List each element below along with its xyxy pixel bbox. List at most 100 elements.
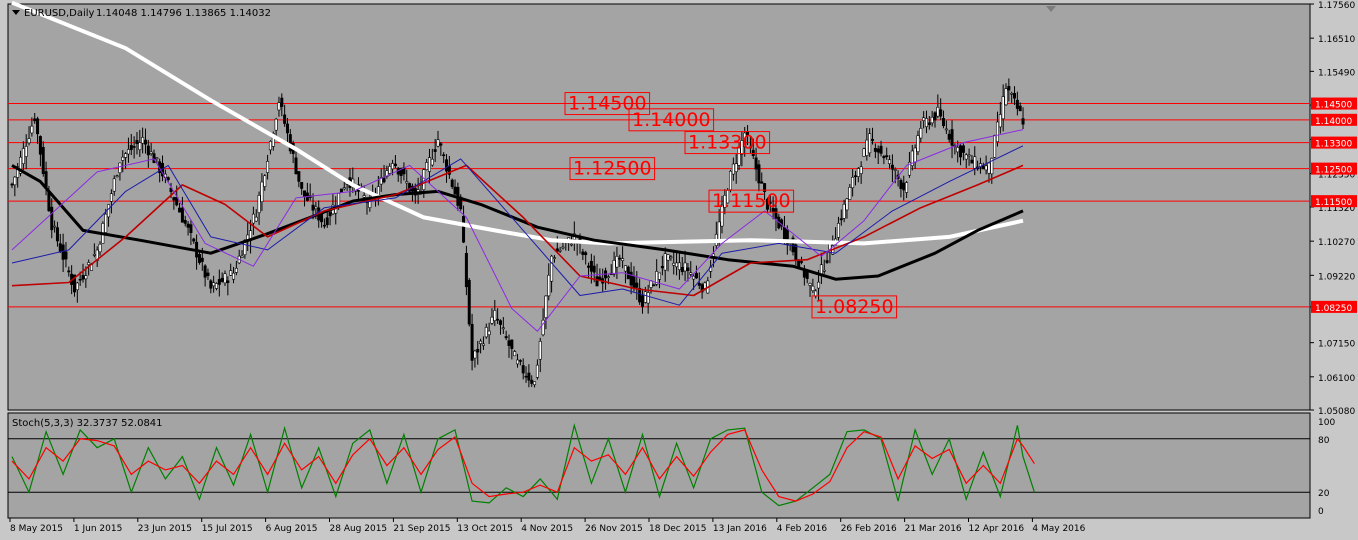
- candle-body[interactable]: [817, 281, 821, 289]
- candle-body[interactable]: [535, 364, 539, 378]
- candle-body[interactable]: [592, 265, 596, 273]
- candle-body[interactable]: [839, 218, 843, 221]
- candle-body[interactable]: [297, 171, 301, 182]
- candle-body[interactable]: [924, 118, 928, 128]
- candle-body[interactable]: [36, 118, 40, 135]
- candle-body[interactable]: [180, 207, 184, 223]
- candle-body[interactable]: [811, 285, 815, 291]
- candle-body[interactable]: [260, 181, 264, 203]
- candle-body[interactable]: [893, 169, 897, 171]
- candle-body[interactable]: [552, 257, 556, 259]
- candle-body[interactable]: [950, 129, 954, 146]
- candle-body[interactable]: [882, 156, 886, 159]
- candle-body[interactable]: [473, 350, 477, 359]
- candle-body[interactable]: [98, 243, 102, 253]
- candle-body[interactable]: [842, 203, 846, 219]
- candle-body[interactable]: [55, 227, 59, 242]
- candle-body[interactable]: [72, 274, 76, 293]
- candle-body[interactable]: [172, 197, 176, 201]
- candle-body[interactable]: [873, 148, 877, 152]
- candle-body[interactable]: [64, 251, 68, 260]
- candle-body[interactable]: [885, 155, 889, 158]
- candle-body[interactable]: [595, 276, 599, 287]
- candle-body[interactable]: [569, 243, 573, 246]
- candle-body[interactable]: [964, 154, 968, 160]
- candle-body[interactable]: [294, 157, 298, 175]
- candle-body[interactable]: [632, 275, 636, 289]
- candle-body[interactable]: [720, 204, 724, 227]
- candle-body[interactable]: [516, 359, 520, 365]
- candle-body[interactable]: [743, 132, 747, 147]
- candle-body[interactable]: [226, 280, 230, 283]
- candle-body[interactable]: [240, 255, 244, 258]
- candle-body[interactable]: [504, 336, 508, 339]
- candle-body[interactable]: [618, 257, 622, 260]
- candle-body[interactable]: [987, 162, 991, 174]
- candle-body[interactable]: [959, 145, 963, 158]
- candle-body[interactable]: [640, 295, 644, 307]
- candle-body[interactable]: [666, 254, 670, 261]
- candle-body[interactable]: [825, 260, 829, 263]
- candle-body[interactable]: [325, 217, 329, 225]
- candle-body[interactable]: [984, 165, 988, 171]
- candle-body[interactable]: [927, 122, 931, 126]
- candle-body[interactable]: [388, 166, 392, 174]
- candle-body[interactable]: [990, 157, 994, 175]
- candle-body[interactable]: [717, 221, 721, 241]
- candle-body[interactable]: [936, 107, 940, 117]
- candle-body[interactable]: [433, 149, 437, 152]
- candle-body[interactable]: [214, 283, 218, 289]
- candle-body[interactable]: [538, 341, 542, 360]
- candle-body[interactable]: [498, 320, 502, 325]
- candle-body[interactable]: [723, 194, 727, 208]
- candle-body[interactable]: [436, 139, 440, 147]
- candle-body[interactable]: [16, 166, 20, 178]
- candle-body[interactable]: [24, 146, 28, 157]
- candle-body[interactable]: [533, 381, 537, 386]
- candle-body[interactable]: [905, 182, 909, 193]
- candle-body[interactable]: [740, 140, 744, 155]
- candle-body[interactable]: [643, 291, 647, 303]
- candle-body[interactable]: [320, 213, 324, 223]
- candle-body[interactable]: [342, 187, 346, 190]
- candle-body[interactable]: [53, 225, 57, 228]
- candle-body[interactable]: [115, 175, 119, 178]
- candle-body[interactable]: [868, 133, 872, 154]
- candle-body[interactable]: [152, 153, 156, 164]
- candle-body[interactable]: [800, 261, 804, 263]
- candle-body[interactable]: [626, 266, 630, 280]
- candle-body[interactable]: [212, 282, 216, 287]
- candle-body[interactable]: [257, 195, 261, 213]
- candle-body[interactable]: [1015, 99, 1019, 109]
- candle-body[interactable]: [856, 168, 860, 177]
- candle-body[interactable]: [853, 175, 857, 177]
- candle-body[interactable]: [382, 177, 386, 183]
- candle-body[interactable]: [655, 271, 659, 285]
- candle-body[interactable]: [689, 272, 693, 275]
- candle-body[interactable]: [922, 117, 926, 121]
- candle-body[interactable]: [791, 237, 795, 253]
- candle-body[interactable]: [487, 330, 491, 336]
- candle-body[interactable]: [450, 179, 454, 188]
- candle-body[interactable]: [393, 163, 397, 167]
- candle-body[interactable]: [527, 372, 531, 381]
- candle-body[interactable]: [524, 375, 528, 378]
- candle-body[interactable]: [339, 188, 343, 193]
- candle-body[interactable]: [510, 339, 514, 349]
- candle-body[interactable]: [445, 159, 449, 172]
- candle-body[interactable]: [379, 176, 383, 185]
- candle-body[interactable]: [697, 283, 701, 286]
- candle-body[interactable]: [683, 262, 687, 272]
- candle-body[interactable]: [38, 136, 42, 155]
- candle-body[interactable]: [836, 222, 840, 238]
- candle-body[interactable]: [92, 254, 96, 256]
- candle-body[interactable]: [155, 157, 159, 160]
- candle-body[interactable]: [288, 134, 292, 152]
- candle-body[interactable]: [109, 193, 113, 202]
- candle-body[interactable]: [303, 190, 307, 197]
- candle-body[interactable]: [700, 284, 704, 293]
- candle-body[interactable]: [104, 213, 108, 233]
- candle-body[interactable]: [78, 278, 82, 281]
- candle-body[interactable]: [629, 271, 633, 286]
- candle-body[interactable]: [476, 348, 480, 353]
